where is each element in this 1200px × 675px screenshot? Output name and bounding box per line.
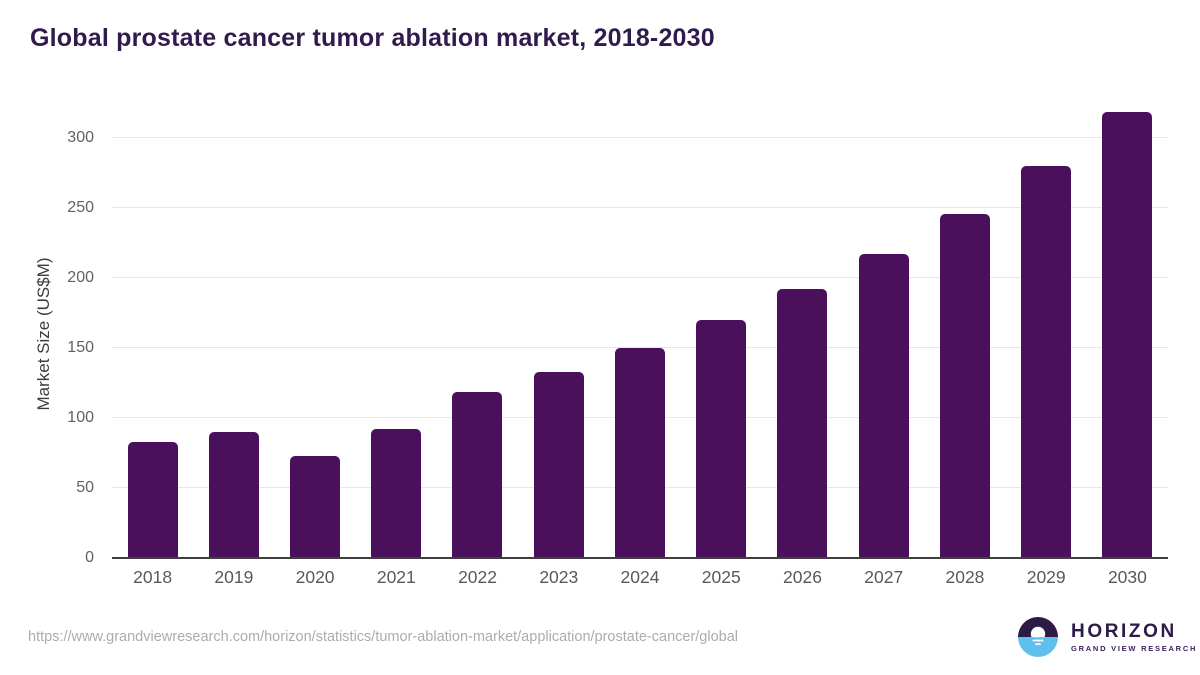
bar xyxy=(208,432,259,558)
x-tick-label: 2030 xyxy=(1107,567,1147,587)
x-tick-label: 2023 xyxy=(539,567,579,587)
bar xyxy=(1102,112,1153,558)
x-tick-label: 2022 xyxy=(458,567,498,587)
horizon-sun-icon xyxy=(1018,617,1058,657)
bar xyxy=(614,348,665,558)
x-tick-label: 2024 xyxy=(620,567,660,587)
x-tick-labels: 2018 2019 2020 2021 2022 2023 2024 2025 2026 2027… xyxy=(112,567,1168,588)
bar xyxy=(1021,166,1072,558)
brand-logo: HORIZON GRAND VIEW RESEARCH xyxy=(1018,617,1197,657)
x-tick-label: 2028 xyxy=(945,567,985,587)
y-tick-label: 250 xyxy=(67,199,94,217)
bar xyxy=(858,254,909,558)
gridline xyxy=(112,207,1168,209)
x-tick-label: 2029 xyxy=(1026,567,1066,587)
source-url-text: https://www.grandviewresearch.com/horizo… xyxy=(28,629,739,645)
x-tick-label: 2026 xyxy=(783,567,822,587)
bars-container xyxy=(112,98,1168,558)
y-tick-label: 300 xyxy=(67,129,94,147)
chart-title: Global prostate cancer tumor ablation ma… xyxy=(30,24,715,52)
bar xyxy=(777,289,828,558)
bar xyxy=(696,320,747,558)
bar xyxy=(290,456,341,558)
bar xyxy=(939,214,990,558)
brand-logo-text: HORIZON GRAND VIEW RESEARCH xyxy=(1071,620,1198,653)
bar xyxy=(127,442,178,558)
x-tick-label: 2018 xyxy=(133,567,173,587)
bar xyxy=(371,429,422,558)
x-tick-label: 2020 xyxy=(295,567,335,587)
bar xyxy=(452,392,503,558)
y-tick-label: 150 xyxy=(67,339,94,357)
x-tick-label: 2021 xyxy=(376,567,416,587)
y-tick-label: 50 xyxy=(76,479,94,497)
brand-name: HORIZON xyxy=(1071,620,1177,642)
gridline xyxy=(112,347,1168,349)
plot-area xyxy=(112,98,1168,559)
bar xyxy=(533,372,584,558)
x-tick-label: 2019 xyxy=(214,567,254,587)
x-tick-label: 2027 xyxy=(864,567,904,587)
gridline xyxy=(112,137,1168,139)
y-tick-label: 0 xyxy=(85,549,94,566)
y-tick-label: 200 xyxy=(67,269,94,287)
y-tick-label: 100 xyxy=(67,409,94,427)
brand-subtitle: GRAND VIEW RESEARCH xyxy=(1071,643,1198,653)
gridline xyxy=(112,277,1168,279)
x-axis-line xyxy=(112,557,1168,559)
x-tick-label: 2025 xyxy=(701,567,741,587)
